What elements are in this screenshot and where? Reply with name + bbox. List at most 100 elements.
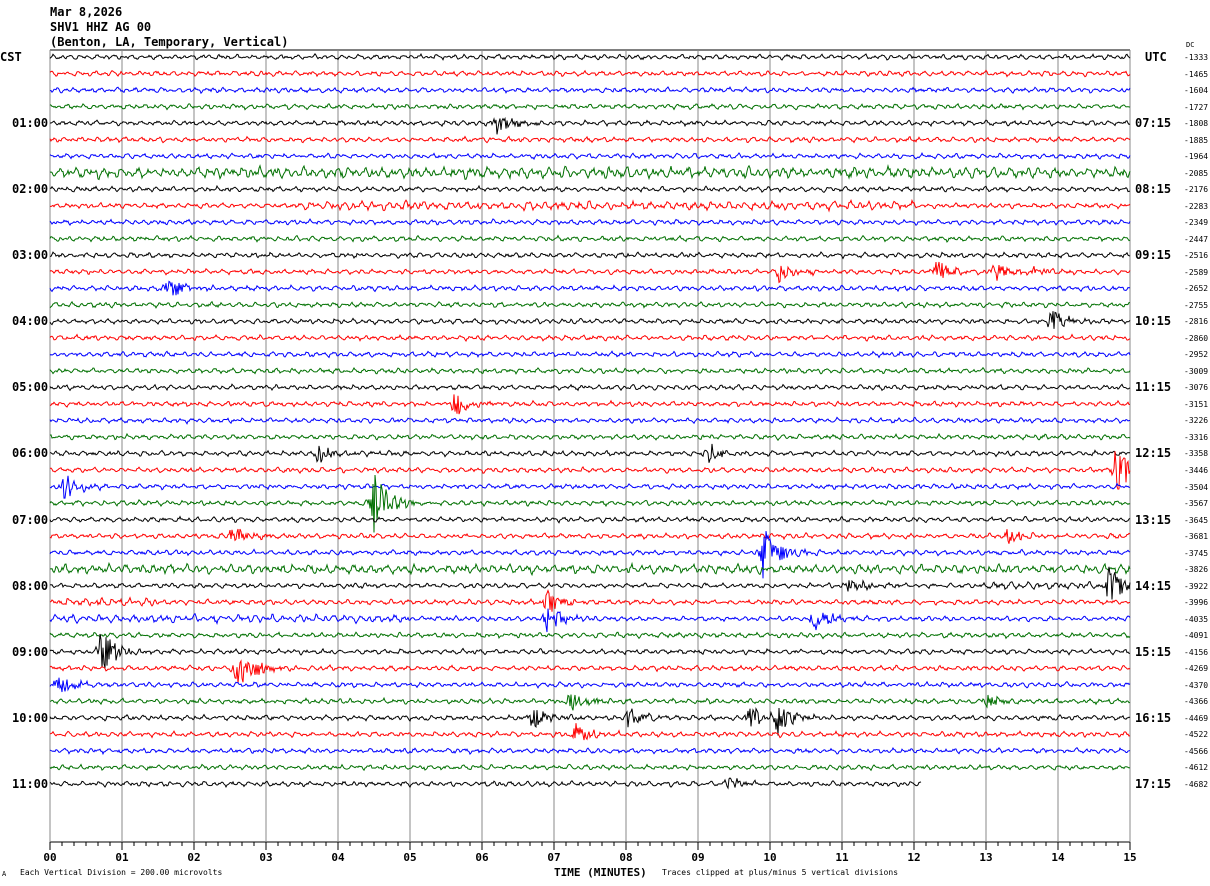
- seismic-trace-row: [49, 116, 1131, 135]
- row-dc-offset: -3076: [1184, 383, 1209, 393]
- row-dc-offset: -2516: [1184, 251, 1209, 261]
- left-hour-label: 08:00: [12, 578, 49, 593]
- left-timezone: CST: [0, 50, 22, 64]
- row-dc-offset: -4156: [1184, 647, 1209, 657]
- seismic-trace-row: [49, 474, 1131, 533]
- dc-label: DC: [1186, 41, 1195, 49]
- x-tick-label: 11: [835, 851, 849, 864]
- right-hour-label: 14:15: [1135, 578, 1172, 593]
- seismic-trace-row: [49, 561, 1131, 577]
- x-tick-label: 00: [43, 851, 56, 864]
- location-label: (Benton, LA, Temporary, Vertical): [50, 35, 289, 49]
- x-tick-label: 03: [259, 851, 272, 864]
- left-hour-label: 06:00: [12, 446, 49, 461]
- x-tick-label: 05: [403, 851, 416, 864]
- seismic-trace-row: [49, 566, 1131, 600]
- row-dc-offset: -3745: [1184, 548, 1209, 558]
- left-hour-label: 10:00: [12, 710, 49, 725]
- row-dc-offset: -2860: [1184, 333, 1209, 343]
- row-dc-offset: -1964: [1184, 152, 1209, 162]
- seismic-trace-row: [49, 164, 1131, 181]
- row-dc-offset: -2652: [1184, 284, 1209, 294]
- row-dc-offset: -4366: [1184, 697, 1209, 707]
- right-hour-label: 07:15: [1135, 116, 1172, 131]
- seismic-trace-row: [49, 723, 1131, 741]
- x-tick-label: 06: [475, 851, 489, 864]
- row-dc-offset: -4269: [1184, 664, 1209, 674]
- clip-note: Traces clipped at plus/minus 5 vertical …: [662, 868, 899, 877]
- seismic-trace-row: [49, 102, 1131, 111]
- seismic-trace-row: [49, 706, 1131, 736]
- seismic-trace-row: [49, 251, 1131, 260]
- seismic-trace-row: [49, 443, 1131, 463]
- row-dc-offset: -2755: [1184, 300, 1209, 310]
- seismic-trace-row: [49, 475, 1131, 499]
- row-dc-offset: -4091: [1184, 631, 1209, 641]
- row-dc-offset: -1885: [1184, 135, 1209, 145]
- right-timezone: UTC: [1145, 50, 1167, 64]
- x-tick-label: 01: [115, 851, 129, 864]
- seismic-trace-row: [49, 198, 1131, 213]
- seismic-trace-row: [49, 383, 1131, 392]
- row-dc-offset: -3681: [1184, 532, 1209, 542]
- scale-note: Each Vertical Division = 200.00 microvol…: [20, 868, 223, 877]
- row-dc-offset: -4469: [1184, 713, 1209, 723]
- right-hour-label: 13:15: [1135, 512, 1172, 527]
- row-dc-offset: -2447: [1184, 234, 1209, 244]
- seismic-trace-row: [49, 432, 1131, 442]
- seismic-trace-row: [49, 350, 1131, 359]
- date-label: Mar 8,2026: [50, 5, 123, 19]
- row-dc-offset: -4566: [1184, 746, 1209, 756]
- x-tick-label: 14: [1051, 851, 1065, 864]
- row-dc-offset: -3009: [1184, 366, 1209, 376]
- seismic-trace-row: [49, 608, 1131, 633]
- right-hour-label: 08:15: [1135, 182, 1172, 197]
- x-tick-label: 13: [979, 851, 992, 864]
- row-dc-offset: -3446: [1184, 466, 1209, 475]
- seismic-trace-row: [49, 184, 1131, 194]
- row-dc-offset: -2176: [1184, 185, 1209, 195]
- right-hour-label: 16:15: [1135, 710, 1172, 725]
- left-hour-label: 01:00: [12, 116, 49, 131]
- row-dc-offset: -4522: [1184, 730, 1209, 740]
- left-hour-label: 04:00: [12, 314, 49, 329]
- station-label: SHV1 HHZ AG 00: [50, 20, 152, 34]
- seismic-trace-row: [49, 746, 1131, 756]
- right-hour-label: 10:15: [1135, 314, 1172, 329]
- left-hour-label: 07:00: [12, 512, 49, 527]
- seismic-trace-row: [49, 366, 1131, 375]
- seismic-trace-row: [49, 531, 1131, 579]
- seismic-trace-row: [49, 528, 1131, 544]
- left-hour-label: 05:00: [12, 380, 49, 395]
- left-hour-label: 02:00: [12, 182, 49, 197]
- seismic-trace-row: [49, 515, 1131, 524]
- row-dc-offset: -1465: [1184, 69, 1209, 79]
- seismic-trace-row: [49, 694, 1131, 711]
- corner-mark: A: [2, 870, 7, 878]
- row-dc-offset: -2085: [1184, 168, 1209, 178]
- right-hour-label: 09:15: [1135, 248, 1172, 263]
- x-tick-label: 04: [331, 851, 345, 864]
- seismic-trace-row: [49, 631, 1131, 640]
- row-dc-offset: -2816: [1184, 317, 1209, 327]
- x-tick-label: 15: [1123, 851, 1136, 864]
- x-tick-label: 10: [763, 851, 776, 864]
- row-dc-offset: -2349: [1184, 218, 1209, 228]
- left-hour-label: 11:00: [12, 776, 49, 791]
- seismic-trace-row: [49, 86, 1131, 95]
- seismic-trace-row: [49, 69, 1131, 78]
- row-dc-offset: -4612: [1184, 763, 1209, 773]
- row-dc-offset: -3316: [1184, 432, 1209, 442]
- row-dc-offset: -4035: [1184, 614, 1209, 624]
- row-dc-offset: -3358: [1184, 449, 1209, 459]
- x-axis-label: TIME (MINUTES): [554, 866, 647, 879]
- row-dc-offset: -3151: [1184, 399, 1209, 409]
- row-dc-offset: -3996: [1184, 598, 1209, 608]
- row-dc-offset: -1604: [1184, 86, 1209, 96]
- right-hour-label: 12:15: [1135, 446, 1172, 461]
- right-hour-label: 17:15: [1135, 776, 1172, 791]
- row-dc-offset: -2952: [1184, 350, 1209, 360]
- left-hour-label: 03:00: [12, 248, 49, 263]
- seismic-trace-row: [49, 300, 1130, 309]
